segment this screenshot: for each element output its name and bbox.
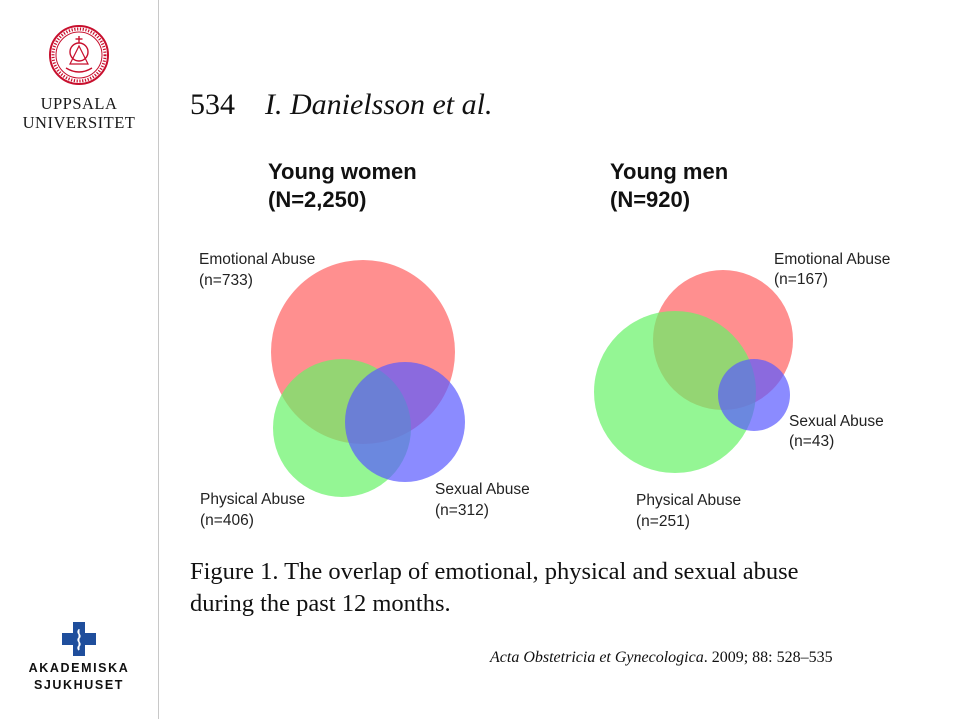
figure-caption: Figure 1. The overlap of emotional, phys… xyxy=(190,556,930,620)
sidebar: UPPSALA UNIVERSITET AKADEMISKA SJUKHUSET xyxy=(0,0,159,719)
hospital-name-line1: AKADEMISKA xyxy=(28,661,130,675)
university-name-line1: UPPSALA xyxy=(40,94,118,113)
men-sexual-count: (n=43) xyxy=(789,433,834,450)
men-emotional-count: (n=167) xyxy=(774,271,828,288)
medical-cross-icon xyxy=(62,622,96,656)
venn-men: Emotional Abuse (n=167) Sexual Abuse (n=… xyxy=(594,251,890,530)
university-name-line2: UNIVERSITET xyxy=(22,113,136,132)
women-emotional-count: (n=733) xyxy=(199,272,253,289)
men-physical-circle xyxy=(594,311,756,473)
hospital-name: AKADEMISKA SJUKHUSET xyxy=(0,660,158,694)
men-title-line2: (N=920) xyxy=(610,187,691,212)
women-sexual-count: (n=312) xyxy=(435,502,489,519)
citation-journal: Acta Obstetricia et Gynecologica xyxy=(490,649,704,666)
page-number: 534 xyxy=(190,88,235,121)
men-physical-count: (n=251) xyxy=(636,513,690,530)
women-title-line1: Young women xyxy=(268,159,417,184)
women-title-line2: (N=2,250) xyxy=(268,187,367,212)
women-sexual-label: Sexual Abuse xyxy=(435,481,530,498)
citation-details: . 2009; 88: 528–535 xyxy=(703,649,833,666)
page-header: 534 I. Danielsson et al. xyxy=(190,88,492,122)
university-name: UPPSALA UNIVERSITET xyxy=(0,94,158,132)
authors: I. Danielsson et al. xyxy=(265,88,493,121)
university-seal-icon xyxy=(49,25,109,85)
hospital-name-line2: SJUKHUSET xyxy=(33,678,125,692)
men-physical-label: Physical Abuse xyxy=(636,492,741,509)
women-sexual-circle xyxy=(345,362,465,482)
caption-line2: during the past 12 months. xyxy=(190,590,451,617)
women-emotional-label: Emotional Abuse xyxy=(199,251,315,268)
men-sexual-circle xyxy=(718,359,790,431)
women-physical-label: Physical Abuse xyxy=(200,491,305,508)
men-sexual-label: Sexual Abuse xyxy=(789,413,884,430)
venn-women: Emotional Abuse (n=733) Physical Abuse (… xyxy=(199,251,530,529)
men-title: Young men (N=920) xyxy=(610,158,728,214)
caption-line1: Figure 1. The overlap of emotional, phys… xyxy=(190,558,799,585)
men-emotional-label: Emotional Abuse xyxy=(774,251,890,268)
women-physical-count: (n=406) xyxy=(200,512,254,529)
women-title: Young women (N=2,250) xyxy=(268,158,417,214)
citation: Acta Obstetricia et Gynecologica. 2009; … xyxy=(490,649,833,667)
venn-diagrams: Emotional Abuse (n=733) Physical Abuse (… xyxy=(199,251,890,530)
men-title-line1: Young men xyxy=(610,159,729,184)
